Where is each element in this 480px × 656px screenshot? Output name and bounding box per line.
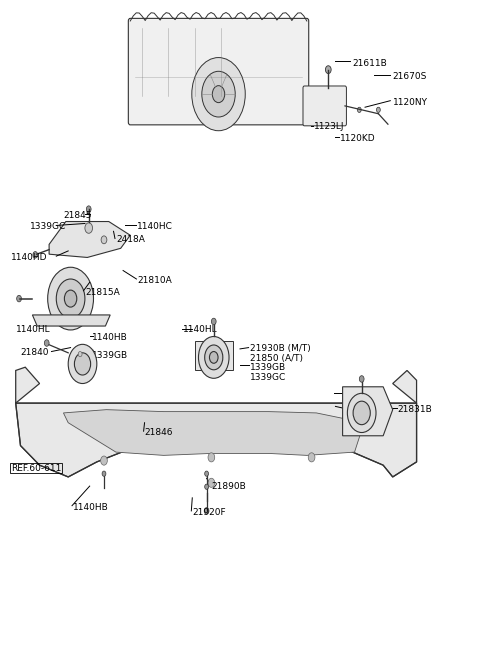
- Polygon shape: [16, 367, 39, 403]
- Text: 21845: 21845: [63, 211, 92, 220]
- Circle shape: [33, 251, 37, 258]
- Polygon shape: [16, 403, 417, 477]
- Circle shape: [102, 471, 106, 476]
- Text: 1123LJ: 1123LJ: [314, 122, 345, 131]
- Circle shape: [74, 353, 91, 375]
- Circle shape: [68, 344, 97, 384]
- Circle shape: [204, 471, 208, 476]
- Circle shape: [199, 337, 229, 379]
- Circle shape: [360, 376, 364, 382]
- Text: 21846: 21846: [144, 428, 173, 437]
- Text: 1120NY: 1120NY: [393, 98, 428, 107]
- Polygon shape: [343, 387, 393, 436]
- Circle shape: [308, 453, 315, 462]
- Text: 2418A: 2418A: [116, 236, 145, 244]
- Text: 1140HD: 1140HD: [11, 253, 48, 262]
- Circle shape: [78, 352, 82, 357]
- Text: 21850 (A/T): 21850 (A/T): [250, 354, 302, 363]
- Text: 1140HC: 1140HC: [137, 222, 173, 232]
- FancyBboxPatch shape: [128, 18, 309, 125]
- Circle shape: [353, 401, 370, 424]
- Text: 21611B: 21611B: [352, 59, 387, 68]
- Text: 1140HB: 1140HB: [345, 390, 381, 399]
- Polygon shape: [33, 315, 110, 326]
- Circle shape: [101, 236, 107, 244]
- Text: 21810A: 21810A: [137, 276, 172, 285]
- Text: 1140HL: 1140HL: [16, 325, 50, 334]
- Circle shape: [64, 290, 77, 307]
- Text: 21626: 21626: [345, 405, 373, 414]
- Text: 1140HB: 1140HB: [73, 503, 109, 512]
- FancyBboxPatch shape: [303, 86, 347, 126]
- Circle shape: [211, 318, 216, 325]
- Circle shape: [101, 456, 108, 465]
- Polygon shape: [393, 371, 417, 403]
- Circle shape: [204, 484, 208, 489]
- Circle shape: [202, 72, 235, 117]
- Text: 1339GB: 1339GB: [250, 363, 286, 372]
- Circle shape: [358, 107, 361, 112]
- Text: 1339GC: 1339GC: [30, 222, 66, 232]
- Text: 21840: 21840: [21, 348, 49, 358]
- Circle shape: [17, 295, 22, 302]
- Circle shape: [86, 206, 91, 213]
- Text: 1120KD: 1120KD: [340, 134, 376, 143]
- Circle shape: [209, 352, 218, 363]
- Circle shape: [204, 345, 223, 370]
- Circle shape: [44, 340, 49, 346]
- Circle shape: [208, 453, 215, 462]
- Circle shape: [48, 267, 94, 330]
- Polygon shape: [195, 341, 233, 371]
- Circle shape: [204, 508, 209, 514]
- Text: 21920F: 21920F: [192, 508, 226, 517]
- Polygon shape: [49, 222, 130, 257]
- Polygon shape: [63, 409, 364, 455]
- Text: 21831B: 21831B: [397, 405, 432, 414]
- Text: REF.60-611: REF.60-611: [11, 464, 61, 473]
- Circle shape: [348, 394, 376, 432]
- Circle shape: [56, 279, 85, 318]
- Circle shape: [192, 58, 245, 131]
- Text: 21890B: 21890B: [211, 482, 246, 491]
- Circle shape: [376, 107, 380, 112]
- Circle shape: [212, 86, 225, 102]
- Circle shape: [85, 223, 93, 234]
- Text: 1339GC: 1339GC: [250, 373, 286, 382]
- Text: 21670S: 21670S: [393, 72, 427, 81]
- Text: 1140HL: 1140HL: [183, 325, 217, 335]
- Text: 1140HB: 1140HB: [92, 333, 128, 342]
- Text: 1339GB: 1339GB: [92, 351, 128, 360]
- Circle shape: [208, 478, 215, 487]
- Text: 21930B (M/T): 21930B (M/T): [250, 344, 310, 354]
- Text: 21815A: 21815A: [85, 287, 120, 297]
- Circle shape: [325, 66, 331, 73]
